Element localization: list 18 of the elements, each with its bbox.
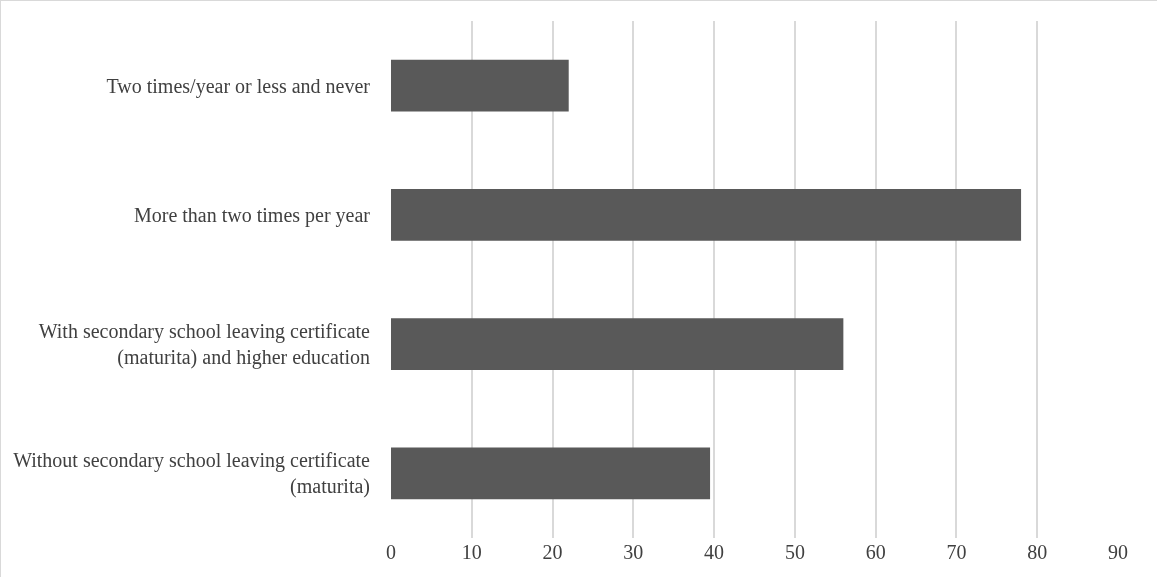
x-tick-label: 30 <box>623 541 644 563</box>
x-tick-label: 20 <box>542 541 563 563</box>
y-tick-label: Without secondary school leaving certificate (maturita) <box>13 449 371 499</box>
bar <box>391 189 1022 241</box>
x-tick-label: 10 <box>461 541 482 563</box>
bar <box>391 59 569 112</box>
x-tick-label: 90 <box>1108 541 1128 563</box>
y-tick-label: More than two times per year <box>133 203 371 227</box>
x-tick-label: 60 <box>865 541 886 563</box>
bar <box>391 318 844 370</box>
x-tick-label: 50 <box>784 541 805 563</box>
y-tick-label: Two times/year or less and never <box>106 74 371 98</box>
x-tick-label: 80 <box>1027 541 1048 563</box>
x-tick-label: 70 <box>946 541 967 563</box>
x-tick-label: 40 <box>704 541 725 563</box>
bar <box>391 447 711 500</box>
y-tick-label: With secondary school leaving certificate (maturita) and higher education <box>38 320 371 370</box>
x-tick-label: 0 <box>386 541 396 563</box>
